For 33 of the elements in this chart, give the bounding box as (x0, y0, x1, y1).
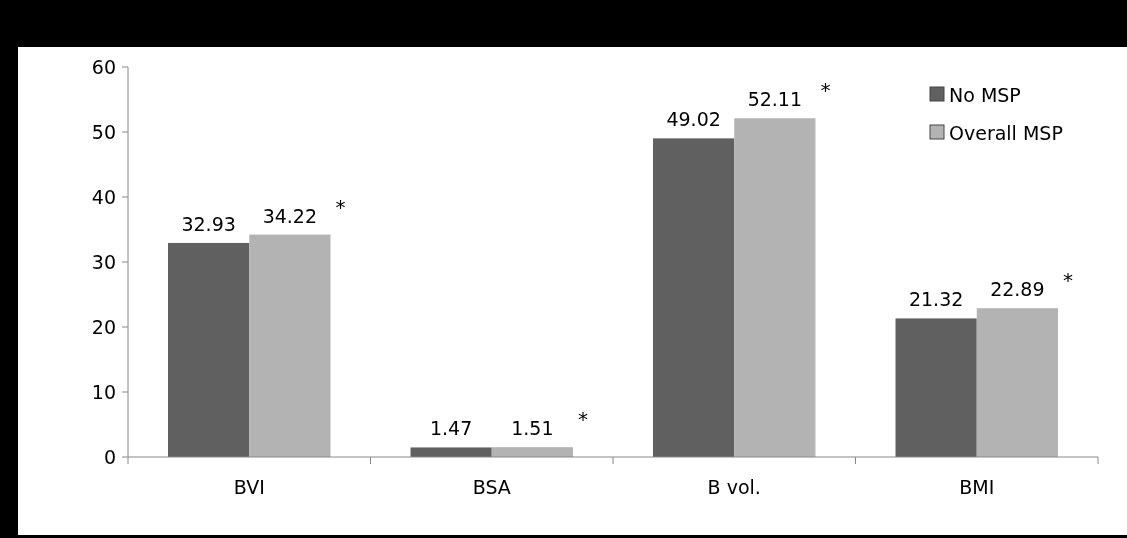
annotation: * (335, 194, 346, 219)
x-tick-label: BVI (233, 476, 265, 498)
data-label: 32.93 (181, 212, 236, 235)
y-tick-label: 40 (91, 185, 116, 208)
x-tick-label: B vol. (707, 476, 761, 498)
annotation: * (820, 78, 831, 103)
y-tick-label: 60 (91, 55, 116, 78)
legend-label: Overall MSP (949, 121, 1063, 144)
y-tick-label: 10 (91, 380, 116, 403)
legend-label: No MSP (949, 83, 1021, 106)
data-label: 1.51 (511, 417, 554, 440)
bar (895, 318, 977, 457)
data-label: 22.89 (990, 278, 1045, 301)
y-tick-label: 50 (91, 120, 116, 143)
bar (168, 242, 250, 457)
bar (653, 138, 735, 457)
x-tick-label: BSA (472, 476, 511, 498)
bar (734, 118, 816, 457)
bar (491, 447, 573, 457)
bar (249, 234, 331, 457)
x-tick-label: BMI (959, 476, 995, 498)
y-tick-label: 30 (91, 250, 116, 273)
y-tick-label: 20 (91, 315, 116, 338)
bar (976, 308, 1058, 457)
data-label: 52.11 (747, 88, 803, 111)
annotation: * (577, 407, 588, 432)
bar (410, 447, 492, 457)
data-label: 1.47 (429, 417, 473, 440)
data-label: 21.32 (908, 288, 964, 311)
y-tick-label: 0 (103, 445, 116, 468)
annotation: * (1062, 268, 1073, 293)
data-label: 49.02 (666, 108, 721, 131)
data-label: 34.22 (262, 204, 318, 227)
